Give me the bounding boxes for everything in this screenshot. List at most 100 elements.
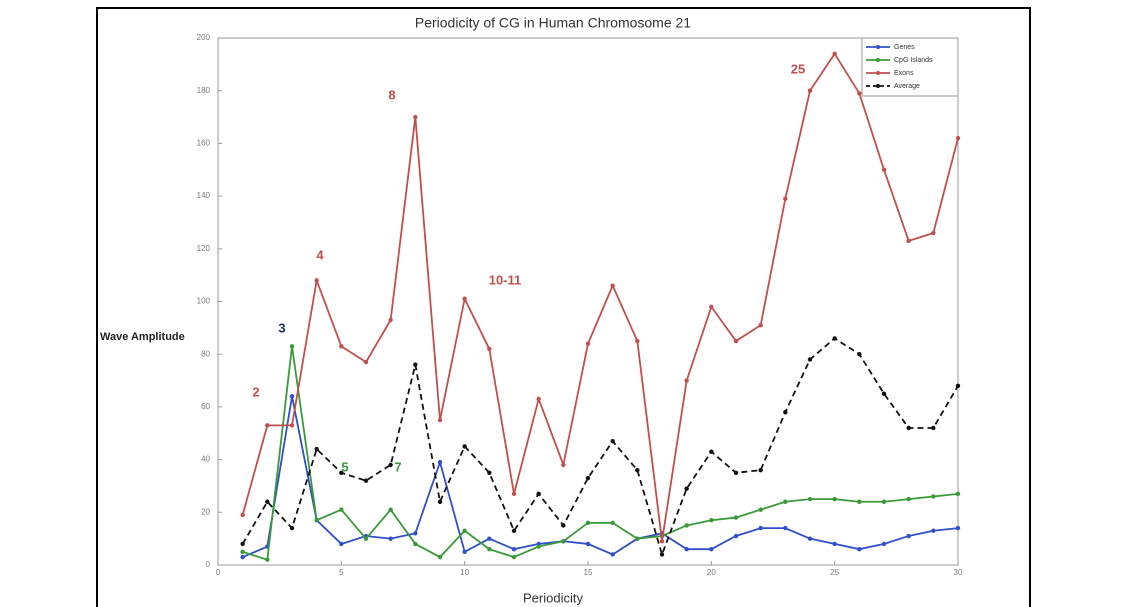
point-marker: [511, 491, 517, 497]
point-marker: [314, 518, 319, 523]
point-marker: [857, 546, 862, 552]
point-marker: [832, 541, 837, 547]
point-marker: [413, 531, 418, 536]
point-marker: [635, 536, 640, 541]
point-marker: [339, 507, 344, 512]
point-marker: [758, 467, 763, 473]
point-marker: [955, 383, 961, 389]
point-marker: [783, 196, 788, 201]
point-marker: [807, 357, 813, 362]
annotation: 5: [341, 459, 348, 474]
series-line: [242, 346, 959, 561]
point-marker: [561, 523, 566, 528]
point-marker: [511, 546, 517, 552]
point-marker: [388, 462, 393, 468]
x-tick-label: 0: [216, 568, 221, 577]
point-marker: [955, 525, 961, 531]
point-marker: [536, 491, 541, 497]
point-marker: [388, 536, 393, 541]
point-marker: [413, 362, 418, 367]
point-marker: [265, 557, 270, 562]
legend-label: Average: [894, 83, 920, 90]
point-marker: [610, 438, 615, 444]
point-marker: [758, 525, 763, 531]
y-tick-label: 180: [197, 86, 211, 95]
point-marker: [684, 523, 689, 528]
point-marker: [906, 238, 911, 244]
point-marker: [783, 499, 788, 504]
y-tick-label: 200: [197, 33, 211, 42]
annotation: 10-11: [489, 272, 522, 287]
y-tick-label: 140: [197, 191, 211, 200]
point-marker: [610, 283, 615, 288]
y-tick-label: 20: [201, 507, 210, 516]
annotation: 8: [388, 87, 395, 102]
annotation: 2: [252, 384, 259, 399]
x-tick-label: 30: [954, 568, 963, 577]
point-marker: [339, 470, 344, 475]
series-line: [241, 337, 959, 558]
point-marker: [931, 528, 936, 533]
point-marker: [733, 515, 739, 520]
y-tick-label: 40: [201, 455, 210, 464]
point-marker: [413, 541, 418, 547]
y-tick-label: 60: [201, 402, 210, 411]
point-marker: [881, 167, 887, 172]
chart-title: Periodicity of CG in Human Chromosome 21: [415, 15, 691, 31]
point-marker: [684, 378, 689, 383]
y-tick-label: 80: [201, 349, 210, 358]
series-line: [241, 52, 959, 542]
point-marker: [857, 352, 862, 357]
point-marker: [585, 541, 591, 547]
point-marker: [906, 425, 911, 431]
annotation: 4: [316, 247, 324, 262]
point-marker: [437, 417, 443, 423]
point-marker: [363, 478, 369, 483]
point-marker: [585, 475, 591, 481]
y-tick-label: 0: [206, 560, 211, 569]
annotation: 25: [791, 61, 805, 76]
x-tick-label: 10: [460, 568, 469, 577]
point-marker: [659, 552, 665, 557]
point-marker: [314, 278, 319, 283]
point-marker: [585, 520, 591, 526]
point-marker: [437, 554, 443, 560]
point-marker: [635, 338, 640, 344]
point-marker: [906, 496, 911, 502]
point-marker: [487, 546, 492, 552]
point-marker: [709, 449, 714, 454]
point-marker: [832, 336, 837, 341]
point-marker: [511, 554, 517, 560]
point-marker: [437, 499, 443, 504]
point-marker: [807, 496, 813, 502]
legend-marker: [876, 58, 880, 62]
legend-marker: [876, 71, 880, 75]
point-marker: [289, 394, 295, 399]
point-marker: [388, 507, 393, 512]
point-marker: [906, 533, 911, 539]
point-marker: [462, 549, 467, 555]
point-marker: [240, 512, 245, 518]
point-marker: [881, 541, 887, 547]
y-tick-label: 100: [197, 297, 211, 306]
point-marker: [511, 528, 517, 533]
point-marker: [659, 539, 665, 544]
point-marker: [437, 460, 443, 465]
point-marker: [585, 341, 591, 346]
point-marker: [265, 423, 270, 428]
legend-marker: [876, 45, 880, 49]
point-marker: [610, 520, 615, 526]
point-marker: [610, 552, 615, 557]
point-marker: [733, 338, 739, 344]
point-marker: [709, 304, 714, 309]
point-marker: [807, 536, 813, 541]
point-marker: [339, 344, 344, 349]
point-marker: [857, 499, 862, 504]
point-marker: [783, 409, 788, 415]
frame: [96, 7, 1031, 607]
point-marker: [881, 391, 887, 396]
point-marker: [363, 536, 369, 541]
point-marker: [709, 546, 714, 552]
point-marker: [536, 396, 541, 402]
